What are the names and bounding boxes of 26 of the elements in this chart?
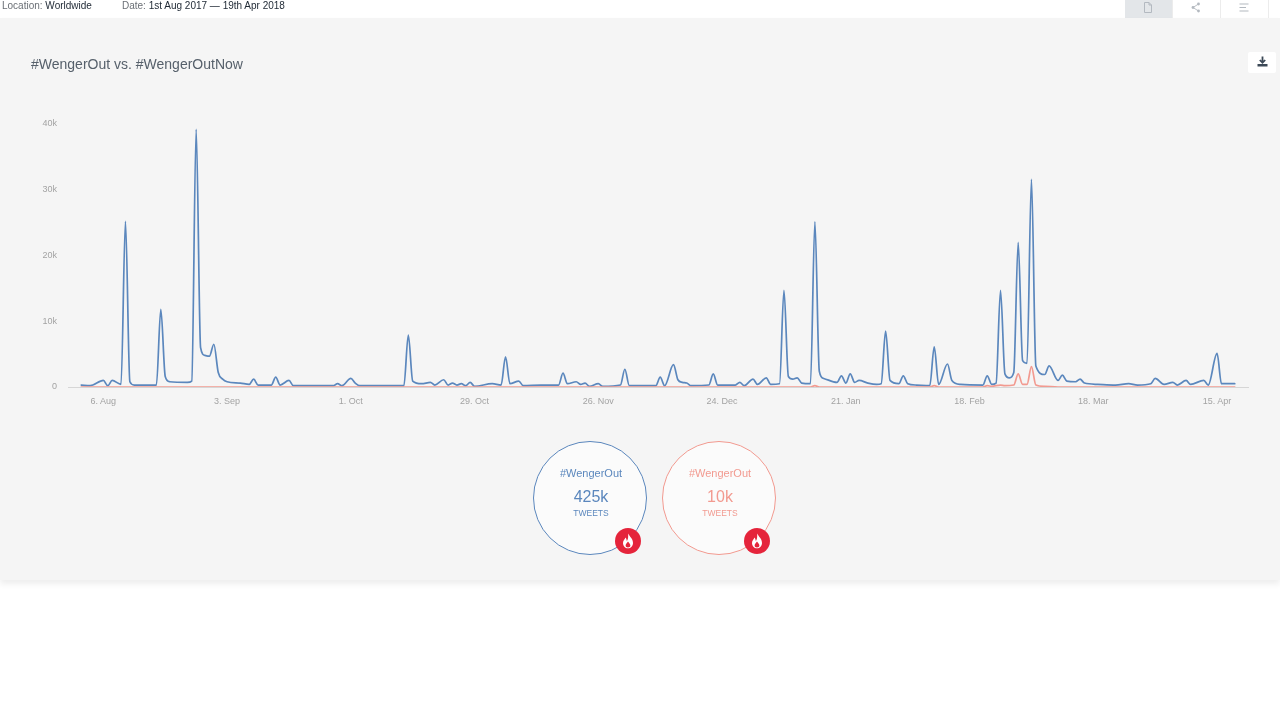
text: TWEETS <box>701 508 739 518</box>
x-tick-label: 21. Jan <box>831 395 861 406</box>
x-tick-label: 29. Oct <box>460 395 490 406</box>
x-tick-label: 3. Sep <box>214 395 241 406</box>
x-tick-label: 24. Dec <box>706 395 739 406</box>
x-tick-label: 15. Apr <box>1202 395 1232 406</box>
x-tick-label: 6. Aug <box>90 395 117 406</box>
text: #WengerOut <box>687 466 753 480</box>
text: Location: Worldwide <box>2 0 92 12</box>
text: 10k <box>706 488 734 506</box>
chart-title: #WengerOut vs. #WengerOutNow <box>31 56 243 73</box>
y-tick-label: 30k <box>42 184 58 195</box>
x-tick-label: 1. Oct <box>338 395 364 406</box>
y-tick-label: 40k <box>42 118 58 129</box>
text: TWEETS <box>572 508 610 518</box>
x-tick-label: 18. Feb <box>954 395 985 406</box>
y-tick-label: 0 <box>51 381 57 392</box>
line-series <box>80 128 1236 387</box>
y-tick-label: 10k <box>42 315 58 326</box>
text: #WengerOut <box>558 466 624 480</box>
line-series <box>80 365 1236 387</box>
y-tick-label: 20k <box>42 249 58 260</box>
text: 425k <box>572 488 610 506</box>
x-tick-label: 18. Mar <box>1078 395 1109 406</box>
x-tick-label: 26. Nov <box>582 395 615 406</box>
text: Date: 1st Aug 2017 — 19th Apr 2018 <box>122 0 285 12</box>
